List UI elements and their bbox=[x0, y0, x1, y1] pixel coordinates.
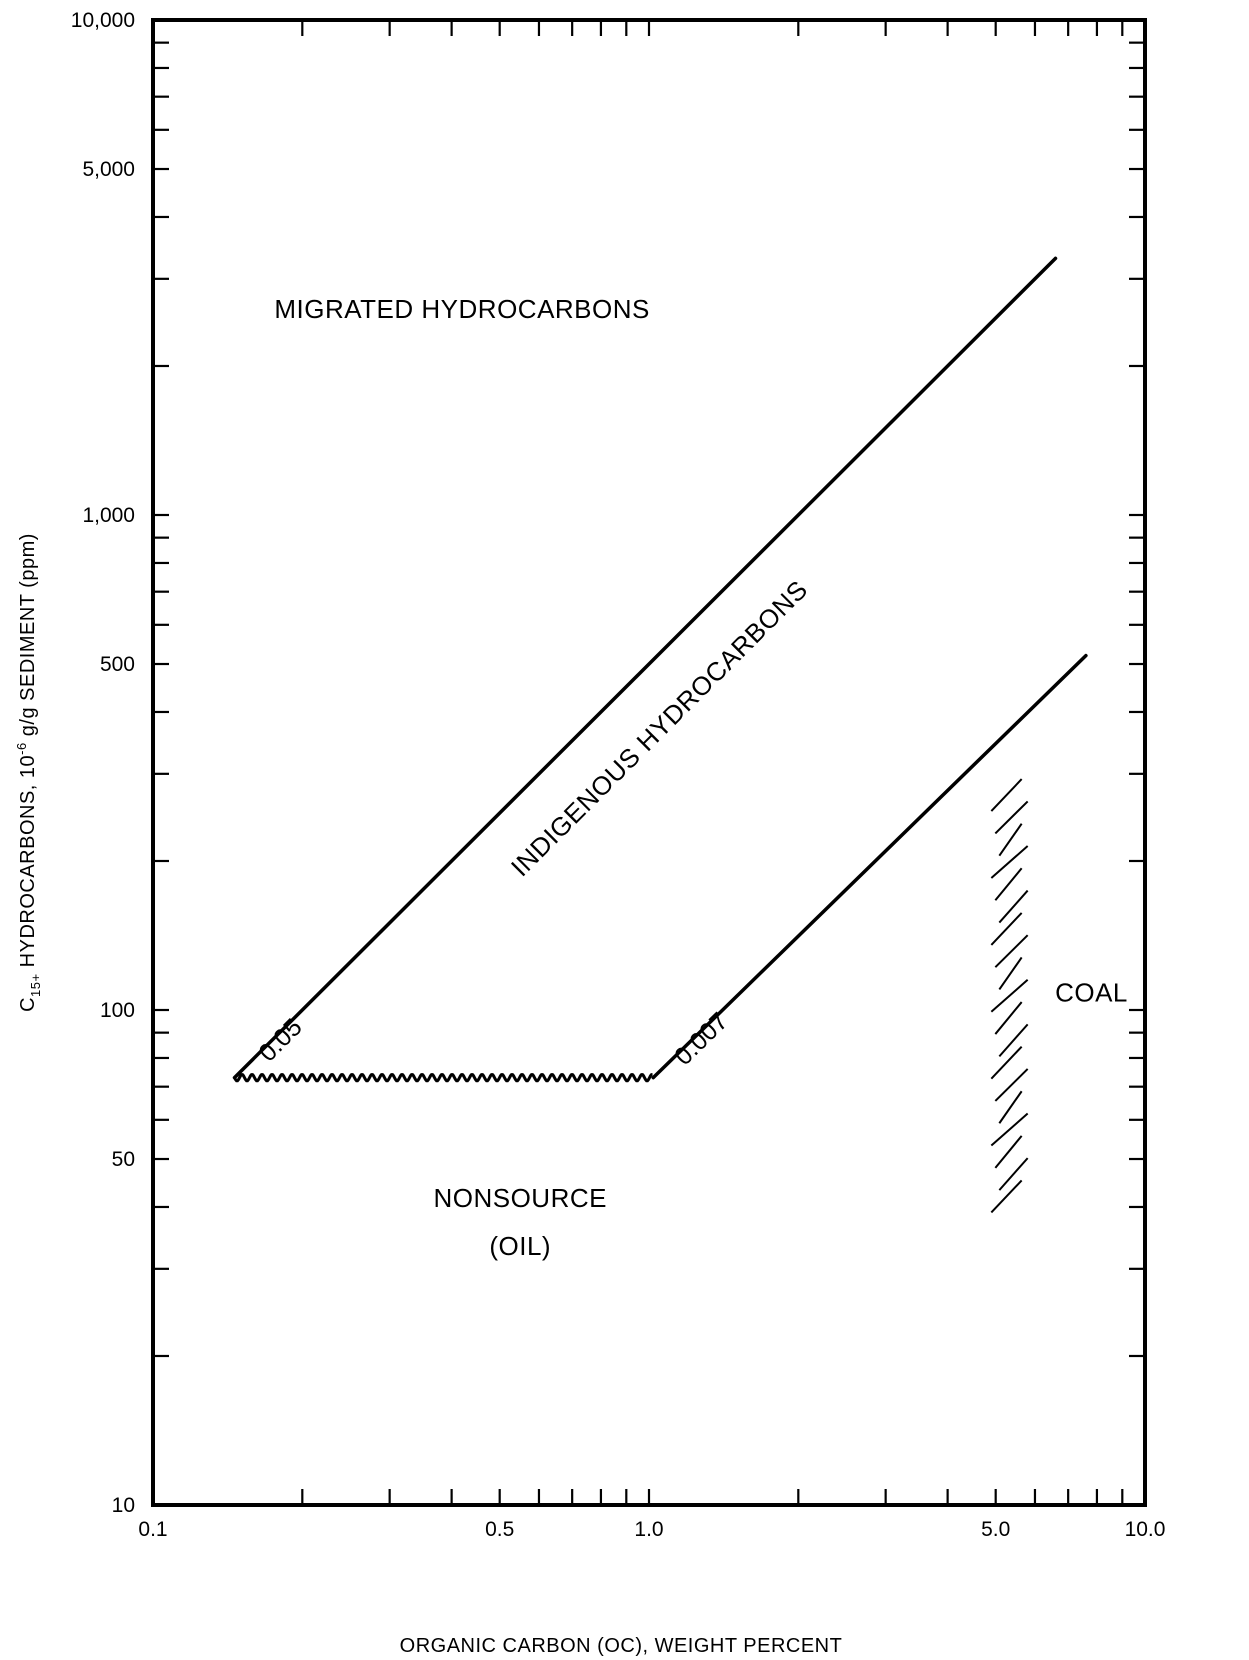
coal-hatch-line bbox=[998, 823, 1023, 857]
y-tick-label: 100 bbox=[100, 999, 135, 1022]
x-tick-label: 5.0 bbox=[981, 1518, 1010, 1541]
coal-hatch-line bbox=[994, 1001, 1023, 1035]
plot-frame bbox=[151, 18, 1147, 1507]
coal-hatch-line bbox=[990, 778, 1023, 812]
coal-hatch-line bbox=[990, 1112, 1029, 1147]
coal-hatch-line bbox=[994, 1135, 1023, 1169]
region-label: (OIL) bbox=[489, 1231, 551, 1261]
coal-hatch-line bbox=[994, 934, 1029, 968]
coal-hatch-line bbox=[994, 800, 1029, 835]
coal-hatch-line bbox=[990, 1045, 1023, 1080]
y-tick-label: 5,000 bbox=[82, 158, 135, 181]
nonsource-boundary bbox=[233, 1073, 653, 1083]
region-label: MIGRATED HYDROCARBONS bbox=[274, 294, 650, 324]
x-tick-label: 1.0 bbox=[634, 1518, 663, 1541]
coal-hatch-line bbox=[998, 1157, 1029, 1191]
region-label: NONSOURCE bbox=[433, 1183, 607, 1213]
coal-hatch-line bbox=[994, 867, 1023, 901]
coal-hatch-line bbox=[998, 1090, 1023, 1124]
ratio-line bbox=[651, 653, 1088, 1080]
y-tick-label: 10 bbox=[112, 1494, 135, 1517]
x-tick-label: 0.1 bbox=[138, 1518, 167, 1541]
plot-area: 0.1 0.5 1.0 5.0 10.0 10 50 100 500 1,000 5,000 10,0… bbox=[14, 9, 1165, 1657]
coal-hatch-line bbox=[998, 1023, 1029, 1058]
coal-hatch-line bbox=[990, 912, 1023, 946]
coal-hatch-line bbox=[990, 1179, 1023, 1214]
y-tick-label: 1,000 bbox=[82, 504, 135, 527]
region-label-rotated: INDIGENOUS HYDROCARBONS bbox=[505, 574, 813, 882]
y-tick-label: 500 bbox=[100, 653, 135, 676]
ratio-label: 0.05 bbox=[253, 1013, 307, 1067]
x-axis-title: ORGANIC CARBON (OC), WEIGHT PERCENT bbox=[400, 1635, 843, 1657]
coal-hatch-line bbox=[990, 845, 1029, 879]
y-tick-label: 10,000 bbox=[71, 9, 135, 32]
y-tick-label: 50 bbox=[112, 1148, 135, 1171]
ratio-label: 0.007 bbox=[669, 1007, 733, 1071]
region-label: COAL bbox=[1055, 978, 1128, 1008]
y-axis-title: C15+ HYDROCARBONS, 10-6 g/g SEDIMENT (pp… bbox=[14, 533, 43, 1012]
coal-hatch-line bbox=[998, 889, 1029, 924]
ratio-line bbox=[232, 256, 1058, 1080]
x-tick-label: 0.5 bbox=[485, 1518, 514, 1541]
coal-hatch-line bbox=[990, 979, 1029, 1013]
coal-hatch-line bbox=[998, 956, 1023, 991]
x-tick-label: 10.0 bbox=[1125, 1518, 1166, 1541]
coal-hatch-line bbox=[994, 1068, 1029, 1102]
